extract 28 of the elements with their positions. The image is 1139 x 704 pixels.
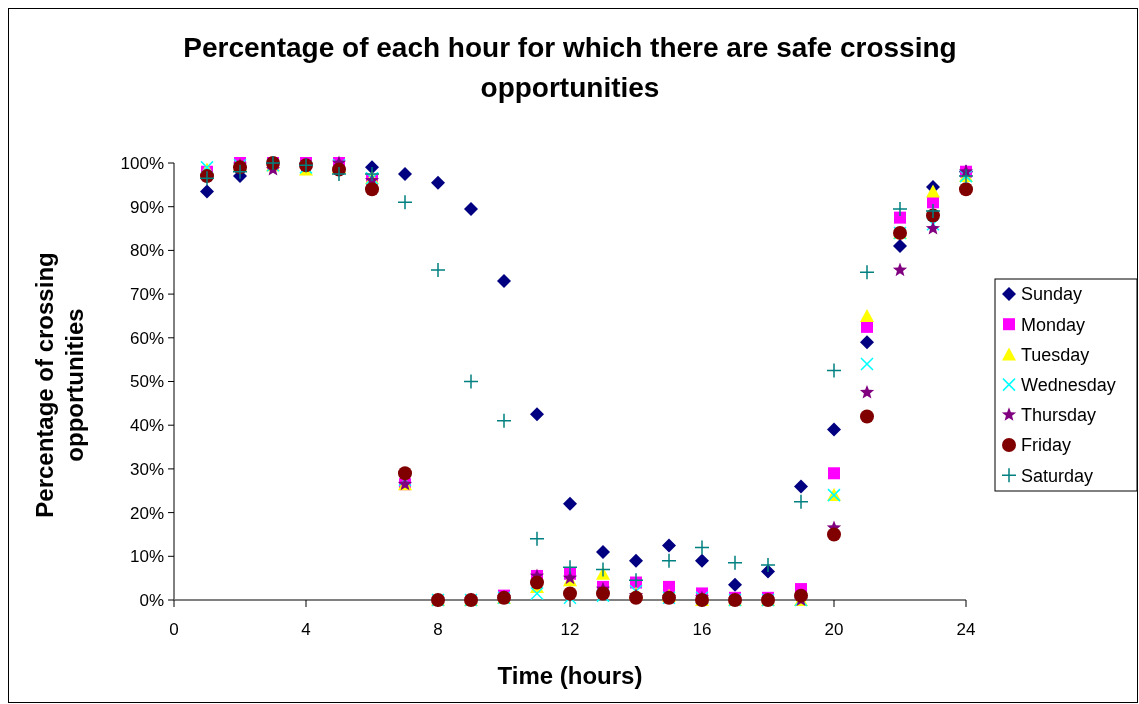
x-tick-label: 8 (433, 620, 443, 639)
y-tick-label: 40% (129, 416, 164, 436)
x-tick-label: 12 (560, 620, 580, 639)
chart-title: Percentage of each hour for which there are safe crossing opportunities (182, 31, 958, 105)
legend-label: Monday (1021, 314, 1086, 335)
y-tick-label: 30% (129, 459, 164, 479)
y-tick-label: 10% (129, 547, 164, 567)
legend-label: Wednesday (1021, 374, 1116, 395)
legend-label: Tuesday (1021, 344, 1090, 365)
x-tick-label: 20 (824, 620, 844, 639)
x-axis-title: Time (hours) (497, 662, 643, 689)
x-tick-label: 0 (169, 620, 179, 639)
y-tick-label: 50% (129, 372, 164, 392)
legend-label: Friday (1021, 435, 1072, 456)
x-tick-label: 24 (956, 620, 976, 639)
y-tick-label: 70% (129, 285, 164, 305)
y-tick-label: 100% (120, 153, 164, 173)
legend-label: Saturday (1021, 465, 1094, 486)
y-tick-label: 90% (129, 197, 164, 217)
y-tick-label: 80% (129, 241, 164, 261)
y-tick-label: 20% (129, 503, 164, 523)
x-tick-label: 4 (301, 620, 311, 639)
y-tick-label: 60% (129, 328, 164, 348)
y-axis-title: Percentage of crossing opportunities (30, 251, 89, 520)
x-tick-label: 16 (692, 620, 712, 639)
y-tick-label: 0% (139, 590, 164, 610)
legend-label: Sunday (1021, 284, 1083, 305)
legend-label: Thursday (1021, 405, 1097, 426)
